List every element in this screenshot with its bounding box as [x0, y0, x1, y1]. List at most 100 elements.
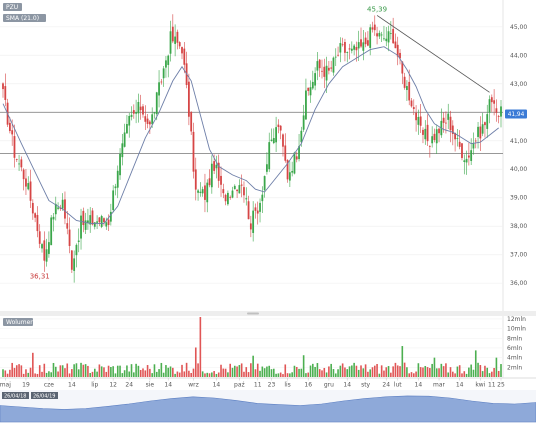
candle-down — [323, 66, 326, 77]
sma-line — [2, 46, 499, 224]
candle-down — [451, 125, 454, 135]
candle-down — [217, 162, 220, 181]
candle-up — [298, 146, 300, 160]
candle-up — [215, 164, 218, 169]
volume-bar-down — [11, 362, 13, 377]
date-tick-label: 14 — [415, 382, 423, 389]
candle-up — [130, 114, 133, 117]
candle-up — [424, 128, 427, 140]
candle-down — [341, 44, 344, 46]
candle-down — [458, 141, 461, 147]
candle-down — [4, 86, 7, 100]
candle-up — [472, 143, 475, 149]
candle-down — [454, 132, 457, 140]
candle-up — [261, 194, 264, 202]
candle-down — [330, 67, 333, 69]
candle-down — [449, 116, 452, 131]
volume-bar-down — [66, 363, 69, 377]
candle-down — [222, 189, 225, 194]
volume-bar-up — [431, 363, 433, 377]
candle-up — [169, 31, 172, 54]
volume-tag[interactable]: Wolumen — [3, 318, 34, 326]
candle-up — [96, 221, 98, 223]
navigator-start-date-label: 26/04/18 — [4, 394, 26, 400]
volume-bar-up — [155, 371, 158, 377]
volume-bar-up — [435, 368, 438, 377]
volume-bar-up — [112, 366, 114, 377]
panel-divider[interactable] — [0, 311, 536, 316]
candle-down — [438, 128, 440, 134]
volume-bar-up — [291, 372, 293, 377]
candle-up — [123, 132, 126, 147]
volume-bar-down — [399, 366, 401, 377]
volume-bar-up — [401, 346, 404, 377]
date-tick-label: paź — [234, 382, 245, 389]
volume-bar-down — [172, 367, 174, 377]
candle-down — [8, 122, 11, 132]
volume-bar-up — [273, 368, 275, 377]
candle-up — [500, 106, 502, 117]
instrument-tag[interactable]: PZU — [3, 3, 22, 11]
candle-down — [490, 97, 493, 103]
candle-down — [415, 112, 417, 121]
volume-bar-up — [357, 369, 360, 377]
candle-down — [139, 106, 142, 111]
volume-bar-up — [52, 362, 55, 377]
volume-bar-down — [419, 367, 422, 377]
volume-bar-down — [107, 365, 110, 377]
candle-up — [339, 43, 342, 53]
volume-bar-up — [456, 366, 459, 377]
candle-down — [445, 122, 447, 124]
volume-bar-up — [80, 362, 82, 377]
volume-bar-up — [119, 365, 121, 377]
candle-down — [277, 124, 280, 127]
candle-down — [160, 81, 163, 83]
candle-down — [249, 223, 252, 230]
price-tick-label: 37,00 — [510, 252, 527, 259]
candle-down — [254, 207, 257, 211]
candle-up — [447, 113, 450, 120]
candle-down — [29, 181, 32, 201]
date-tick-label: 23 — [268, 382, 276, 389]
candle-down — [43, 240, 46, 261]
price-tick-label: 41,00 — [510, 138, 527, 145]
resize-handle-icon[interactable] — [247, 312, 259, 315]
volume-bar-down — [20, 365, 23, 377]
volume-tick-label: 2mln — [507, 364, 522, 371]
volume-bar-up — [54, 366, 57, 377]
candle-down — [13, 136, 16, 158]
candle-up — [80, 215, 82, 239]
instrument-tag-label: PZU — [6, 4, 18, 11]
candle-up — [431, 136, 434, 144]
volume-bar-up — [316, 363, 319, 377]
candle-down — [426, 124, 429, 142]
candle-up — [210, 163, 213, 188]
volume-bar-down — [449, 367, 452, 377]
price-tick-label: 43,00 — [510, 81, 527, 88]
volume-bar-down — [355, 365, 358, 377]
candle-up — [378, 32, 381, 37]
navigator-start-date[interactable]: 26/04/18 — [2, 392, 29, 400]
volume-bar-down — [71, 369, 73, 377]
navigator[interactable]: 26/04/18 26/04/19 — [0, 390, 536, 423]
candle-up — [227, 192, 229, 205]
volume-bar-down — [247, 372, 250, 377]
volume-bar-up — [472, 369, 475, 377]
candle-up — [325, 65, 328, 81]
candle-down — [474, 140, 477, 142]
volume-bar-down — [98, 364, 101, 377]
navigator-end-date[interactable]: 26/04/19 — [31, 392, 58, 400]
volume-bar-up — [211, 372, 213, 377]
candle-up — [77, 240, 80, 242]
candle-up — [158, 82, 160, 96]
candle-up — [259, 202, 261, 212]
volume-bar-down — [341, 363, 344, 377]
volume-bar-down — [373, 365, 376, 377]
candle-up — [346, 52, 349, 53]
indicator-tag[interactable]: SMA (21.0) — [3, 14, 46, 22]
date-tick-label: kwi — [475, 382, 485, 389]
candle-down — [286, 160, 289, 180]
volume-bar-down — [87, 365, 89, 377]
volume-bar-up — [474, 350, 477, 377]
volume-bar-down — [208, 373, 211, 377]
